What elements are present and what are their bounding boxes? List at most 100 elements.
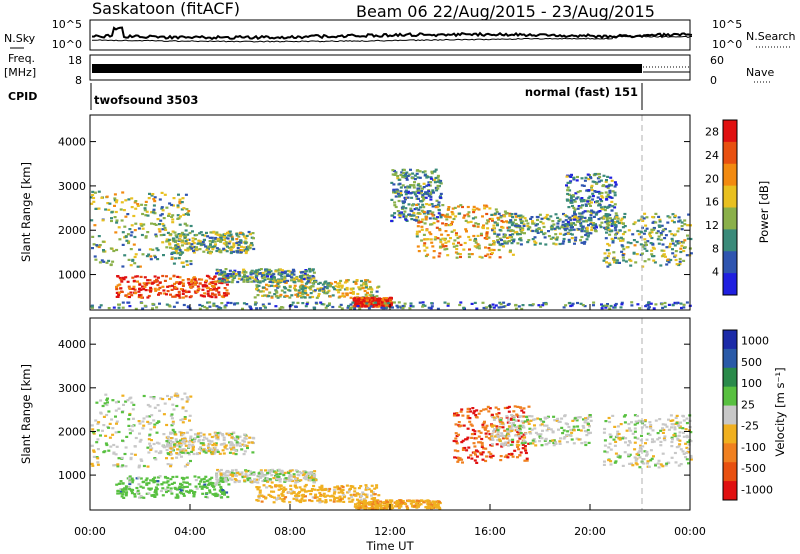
velocity-echo-cell [262,495,266,498]
power-echo-cell [112,249,116,253]
power-echo-cell [419,220,423,223]
power-echo-cell [583,240,587,244]
power-echo-cell [383,304,386,307]
power-echo-cell [510,224,514,227]
power-echo-cell [281,306,285,309]
power-echo-cell [200,278,204,281]
power-echo-cell [209,281,213,284]
velocity-echo-cell [460,458,464,461]
velocity-echo-cell [153,495,157,498]
power-echo-cell [225,289,229,292]
velocity-echo-cell [453,412,456,415]
power-echo-cell [398,216,402,219]
power-echo-cell [492,243,496,246]
velocity-echo-cell [397,506,401,509]
power-echo-cell [205,231,208,234]
power-echo-cell [403,176,407,179]
velocity-echo-cell [222,452,226,455]
velocity-echo-cell [215,450,219,453]
velocity-echo-cell [573,418,577,421]
power-echo-cell [242,268,246,271]
velocity-echo-cell [428,505,432,508]
power-echo-cell [292,269,296,272]
velocity-echo-cell [309,493,313,496]
velocity-echo-cell [129,456,133,459]
power-echo-cell [254,279,258,282]
power-echo-cell [463,214,467,217]
power-echo-cell [133,255,137,259]
power-echo-cell [610,209,614,212]
velocity-echo-cell [345,484,349,487]
velocity-echo-cell [298,486,302,489]
power-echo-cell [300,277,304,280]
velocity-echo-cell [300,497,304,500]
power-echo-cell [133,292,137,295]
power-echo-cell [418,192,422,195]
velocity-echo-cell [238,435,242,438]
power-echo-cell [126,295,130,298]
velocity-echo-cell [118,492,122,495]
velocity-echo-cell [372,493,376,496]
velocity-echo-cell [359,498,363,501]
velocity-echo-cell [473,410,477,413]
power-echo-cell [330,282,334,285]
power-echo-cell [445,218,449,221]
power-echo-cell [215,305,219,308]
velocity-echo-cell [332,500,336,503]
power-echo-cell [666,221,670,224]
power-echo-cell [605,231,608,234]
power-echo-cell [387,302,391,305]
velocity-echo-cell [275,484,279,487]
velocity-echo-cell [520,435,524,438]
power-echo-cell [528,304,532,307]
power-echo-cell [614,221,618,224]
velocity-echo-cell [280,492,284,496]
velocity-echo-cell [553,419,557,422]
velocity-echo-cell [197,447,201,451]
power-echo-cell [607,228,611,231]
velocity-echo-cell [531,439,535,442]
power-echo-cell [648,233,652,236]
power-echo-cell [502,305,506,308]
power-echo-cell [533,236,537,239]
power-echo-cell [578,190,582,193]
power-echo-cell [399,190,403,193]
power-echo-cell [450,220,454,224]
power-echo-cell [172,239,176,242]
velocity-echo-cell [454,437,458,440]
power-echo-cell [92,243,96,246]
power-echo-cell [181,261,185,264]
nsky-right-tick-low: 10^0 [712,38,742,51]
power-echo-cell [565,175,569,178]
velocity-echo-cell [210,476,214,479]
velocity-echo-cell [146,420,150,423]
power-echo-cell [312,277,316,280]
power-echo-cell [661,306,665,309]
velocity-echo-cell [265,486,269,489]
velocity-echo-cell [120,495,124,498]
power-echo-cell [393,204,397,207]
power-echo-cell [595,226,598,229]
power-echo-cell [569,217,573,220]
power-echo-cell [253,278,257,281]
velocity-echo-cell [287,491,291,494]
power-echo-cell [638,307,642,310]
power-echo-cell [339,303,343,306]
velocity-echo-cell [503,429,507,432]
velocity-echo-cell [101,404,105,408]
power-echo-cell [580,227,584,231]
power-echo-cell [614,236,617,239]
velocity-echo-cell [252,471,256,474]
power-echo-cell [600,207,604,210]
velocity-echo-cell [324,487,328,491]
power-echo-cell [327,283,331,286]
velocity-echo-cell [90,424,94,427]
velocity-echo-cell [169,437,173,440]
power-echo-cell [430,191,433,194]
power-echo-cell [128,295,131,299]
velocity-echo-cell [169,490,173,493]
power-echo-cell [425,229,429,232]
velocity-echo-cell [522,407,526,410]
power-echo-cell [613,191,617,194]
power-echo-cell [362,299,366,302]
